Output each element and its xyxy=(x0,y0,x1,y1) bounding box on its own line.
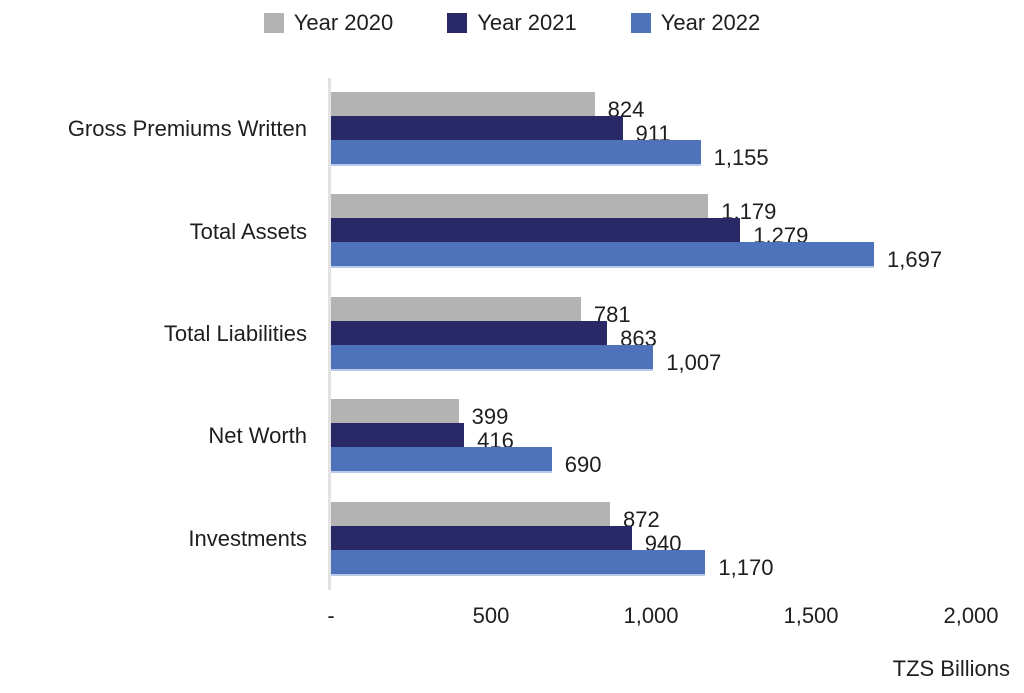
bar-year-2021 xyxy=(331,320,608,345)
category-label-total-assets: Total Assets xyxy=(189,218,307,244)
bar-value-label: 781 xyxy=(593,301,631,327)
bar-value-label: 399 xyxy=(471,404,509,430)
bar-year-2022 xyxy=(331,549,706,574)
x-axis-tick-1500: 1,500 xyxy=(783,603,839,628)
bar-value-label: 940 xyxy=(644,530,682,556)
x-axis-tick-1000: 1,000 xyxy=(623,603,679,628)
bar-year-2021 xyxy=(331,218,741,243)
bar-year-2022 xyxy=(331,242,875,267)
bar-value-label: 416 xyxy=(477,428,514,454)
bar-year-2022 xyxy=(331,140,701,164)
bar-value-label: 690 xyxy=(564,452,602,478)
legend-item-year-2022: Year 2022 xyxy=(630,10,761,35)
bar-year-2021 xyxy=(331,423,465,448)
legend-swatch-year-2021-icon xyxy=(447,13,468,33)
bar-value-label: 1,279 xyxy=(753,223,809,249)
x-axis-tick-2000: 2,000 xyxy=(943,603,999,628)
category-label-total-liabilities: Total Liabilities xyxy=(163,320,307,346)
legend-item-year-2020: Year 2020 xyxy=(263,10,394,35)
legend-item-year-2021: Year 2021 xyxy=(447,12,577,34)
bar-value-label: 1,179 xyxy=(721,199,777,225)
bar-year-2022 xyxy=(331,447,552,472)
category-label-investments: Investments xyxy=(188,525,307,551)
bar-year-2020 xyxy=(331,92,595,116)
x-axis-title: TZS Billions xyxy=(892,656,1010,681)
bar-value-label: 872 xyxy=(623,506,660,532)
bar-group-investments: 872 940 1,170 xyxy=(331,488,971,590)
bar-group-net-worth: 399 416 690 xyxy=(331,385,971,487)
legend-label-year-2022: Year 2022 xyxy=(660,10,761,35)
x-axis-tick-500: 500 xyxy=(472,603,510,628)
bar-value-label: 1,155 xyxy=(713,145,769,170)
bar-value-label: 911 xyxy=(635,121,671,146)
bar-value-label: 1,007 xyxy=(666,349,722,375)
chart-legend: Year 2020 Year 2021 Year 2022 xyxy=(0,12,1024,34)
bar-year-2020 xyxy=(331,194,709,219)
chart-plot-area: Gross Premiums Written Total Assets Tota… xyxy=(0,78,971,590)
bar-value-label: 1,697 xyxy=(887,247,943,273)
bar-year-2020 xyxy=(331,501,611,526)
legend-swatch-year-2020-icon xyxy=(263,13,284,33)
legend-swatch-year-2022-icon xyxy=(630,13,651,33)
category-label-net-worth: Net Worth xyxy=(208,423,307,449)
x-axis: - 500 1,000 1,500 2,000 xyxy=(327,603,998,633)
x-axis-tick-0: - xyxy=(327,603,335,628)
category-axis: Gross Premiums Written Total Assets Tota… xyxy=(0,78,328,590)
legend-label-year-2020: Year 2020 xyxy=(293,10,394,35)
bar-value-label: 1,170 xyxy=(718,554,774,580)
bar-year-2022 xyxy=(331,344,654,369)
bar-year-2020 xyxy=(331,399,459,424)
bar-value-label: 863 xyxy=(620,325,657,351)
bar-group-total-liabilities: 781 863 1,007 xyxy=(331,283,971,385)
bar-year-2021 xyxy=(331,116,623,140)
bar-group-total-assets: 1,179 1,279 1,697 xyxy=(331,180,971,282)
legend-label-year-2021: Year 2021 xyxy=(477,10,577,35)
category-label-gross-premiums-written: Gross Premiums Written xyxy=(67,116,307,142)
bar-year-2020 xyxy=(331,296,581,321)
bar-group-gross-premiums-written: 824 911 1,155 xyxy=(331,78,971,180)
bar-value-label: 824 xyxy=(607,97,645,122)
bar-year-2021 xyxy=(331,525,632,550)
plot-canvas: 824 911 1,155 1,179 1,279 1,697 781 863 … xyxy=(328,78,971,590)
